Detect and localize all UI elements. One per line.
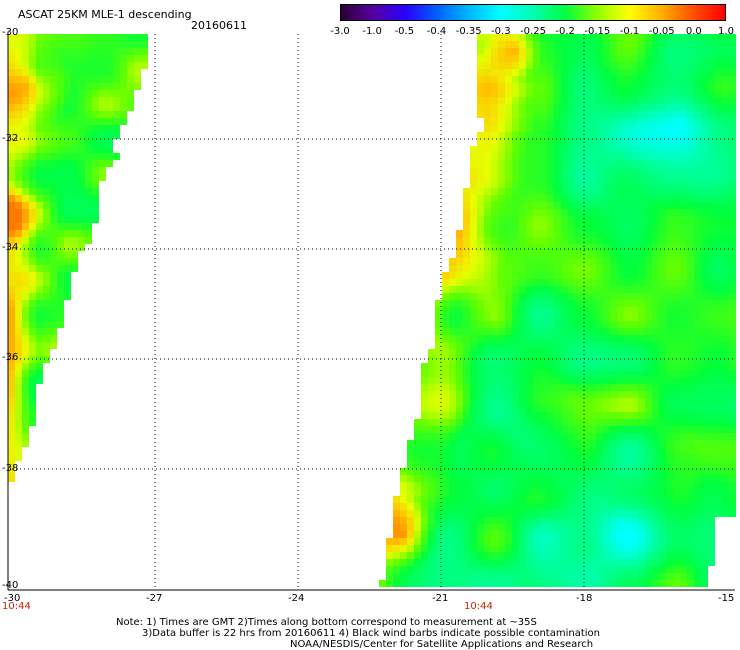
time-label-right: 10:44 [464, 601, 493, 612]
note-line-1: Note: 1) Times are GMT 2)Times along bot… [116, 617, 537, 628]
swath-right [379, 34, 736, 587]
colorbar-label: -0.05 [648, 26, 675, 37]
colorbar-label: -0.5 [394, 26, 415, 37]
colorbar-label: -0.3 [491, 26, 511, 37]
lon-label-30: -30 [4, 593, 21, 604]
lat-label-34: -34 [2, 242, 19, 253]
colorbar-label: -0.1 [619, 26, 640, 37]
colorbar-label: -1.0 [362, 26, 382, 37]
lon-label-15: -15 [718, 593, 735, 604]
colorbar-label: -0.15 [584, 26, 611, 37]
colorbar-label: 0.0 [685, 26, 702, 37]
lat-label-38: -38 [2, 463, 19, 474]
lat-label-30: -30 [2, 27, 19, 38]
note-line-2: 3)Data buffer is 22 hrs from 20160611 4)… [142, 628, 600, 639]
map-date: 20160611 [191, 19, 247, 32]
lon-label-27: -27 [146, 593, 163, 604]
lat-label-36: -36 [2, 352, 19, 363]
map-title: ASCAT 25KM MLE-1 descending [18, 8, 192, 21]
colorbar-label: -0.2 [555, 26, 575, 37]
colorbar-label: -0.35 [455, 26, 482, 37]
colorbar-label: -3.0 [330, 26, 350, 37]
gridlines [8, 34, 735, 590]
lat-label-40: -40 [2, 580, 19, 591]
colorbar-label: -0.4 [426, 26, 447, 37]
lon-label-18: -18 [576, 593, 593, 604]
lon-label-24: -24 [288, 593, 305, 604]
time-label-left: 10:44 [2, 601, 31, 612]
colorbar [340, 4, 726, 21]
colorbar-label: 1.0 [718, 26, 734, 37]
colorbar-label: -0.25 [520, 26, 546, 37]
swath-left [8, 34, 148, 482]
lon-label-21: -21 [432, 593, 449, 604]
credit-line: NOAA/NESDIS/Center for Satellite Applica… [290, 639, 594, 650]
lat-label-32: -32 [2, 133, 19, 144]
map-frame [7, 32, 735, 591]
